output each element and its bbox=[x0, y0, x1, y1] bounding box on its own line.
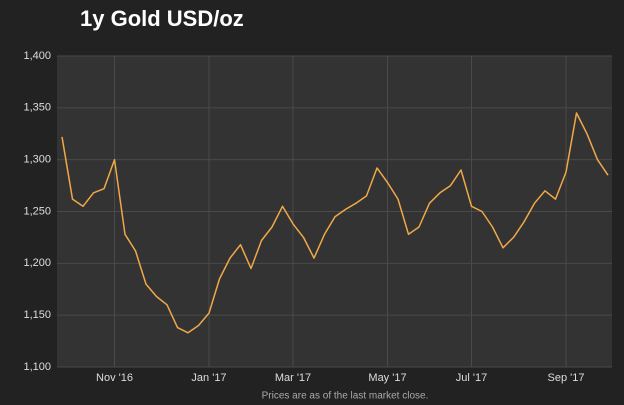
y-tick-label: 1,400 bbox=[23, 50, 51, 62]
chart-title: 1y Gold USD/oz bbox=[80, 6, 244, 31]
x-tick-label: Sep '17 bbox=[548, 372, 585, 384]
x-tick-label: Jul '17 bbox=[456, 372, 487, 384]
y-tick-label: 1,350 bbox=[23, 102, 51, 114]
y-tick-label: 1,200 bbox=[23, 257, 51, 269]
x-tick-label: May '17 bbox=[368, 372, 406, 384]
x-tick-label: Mar '17 bbox=[275, 372, 311, 384]
x-tick-label: Nov '16 bbox=[96, 372, 133, 384]
y-tick-label: 1,250 bbox=[23, 205, 51, 217]
x-tick-label: Jan '17 bbox=[191, 372, 226, 384]
line bbox=[61, 112, 609, 334]
y-tick-label: 1,150 bbox=[23, 309, 51, 321]
y-tick-label: 1,100 bbox=[23, 361, 51, 373]
y-tick-label: 1,300 bbox=[23, 154, 51, 166]
footnote: Prices are as of the last market close. bbox=[262, 391, 429, 402]
